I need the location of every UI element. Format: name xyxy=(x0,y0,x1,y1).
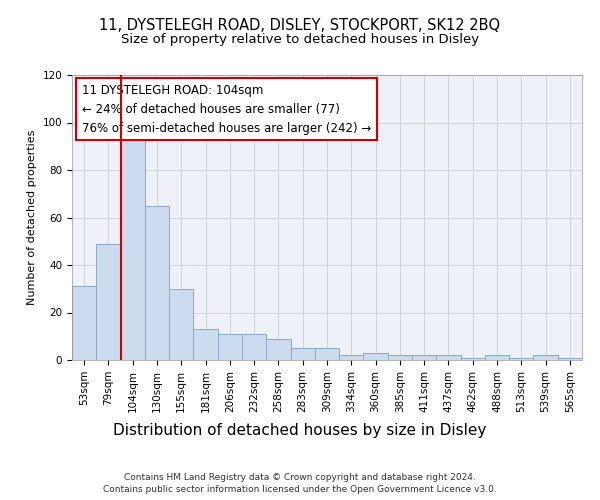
Bar xyxy=(242,334,266,360)
Bar xyxy=(388,355,412,360)
Bar xyxy=(436,355,461,360)
Bar xyxy=(339,355,364,360)
Bar xyxy=(290,348,315,360)
Bar xyxy=(461,358,485,360)
Bar xyxy=(315,348,339,360)
Text: Contains public sector information licensed under the Open Government Licence v3: Contains public sector information licen… xyxy=(103,485,497,494)
Text: Contains HM Land Registry data © Crown copyright and database right 2024.: Contains HM Land Registry data © Crown c… xyxy=(124,472,476,482)
Bar xyxy=(558,358,582,360)
Bar xyxy=(266,338,290,360)
Bar xyxy=(412,355,436,360)
Text: Distribution of detached houses by size in Disley: Distribution of detached houses by size … xyxy=(113,422,487,438)
Text: 11, DYSTELEGH ROAD, DISLEY, STOCKPORT, SK12 2BQ: 11, DYSTELEGH ROAD, DISLEY, STOCKPORT, S… xyxy=(100,18,500,32)
Bar xyxy=(364,353,388,360)
Bar xyxy=(193,329,218,360)
Bar xyxy=(96,244,121,360)
Bar xyxy=(169,289,193,360)
Bar xyxy=(485,355,509,360)
Bar xyxy=(533,355,558,360)
Bar xyxy=(509,358,533,360)
Bar xyxy=(218,334,242,360)
Text: Size of property relative to detached houses in Disley: Size of property relative to detached ho… xyxy=(121,32,479,46)
Y-axis label: Number of detached properties: Number of detached properties xyxy=(27,130,37,305)
Bar xyxy=(72,286,96,360)
Bar xyxy=(145,206,169,360)
Bar xyxy=(121,122,145,360)
Text: 11 DYSTELEGH ROAD: 104sqm
← 24% of detached houses are smaller (77)
76% of semi-: 11 DYSTELEGH ROAD: 104sqm ← 24% of detac… xyxy=(82,84,371,134)
